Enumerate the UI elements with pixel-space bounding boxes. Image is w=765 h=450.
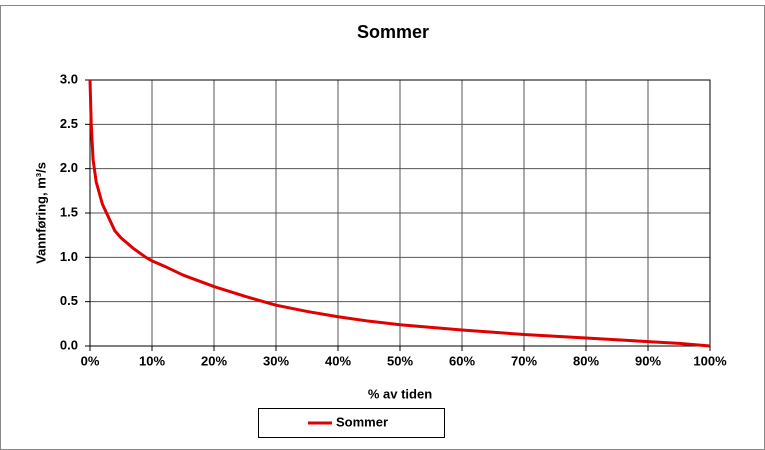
x-tick-label: 80% — [573, 353, 599, 368]
x-tick-label: 30% — [263, 353, 289, 368]
y-tick-label: 1.0 — [60, 249, 78, 264]
x-tick-label: 70% — [511, 353, 537, 368]
x-axis-label: % av tiden — [368, 386, 432, 401]
y-tick-label: 1.5 — [60, 204, 78, 219]
chart-title: Sommer — [357, 22, 429, 42]
y-tick-label: 0.5 — [60, 293, 78, 308]
chart-frame — [0, 5, 765, 450]
x-tick-label: 0% — [81, 353, 100, 368]
x-tick-label: 40% — [325, 353, 351, 368]
x-tick-label: 60% — [449, 353, 475, 368]
x-tick-label: 100% — [693, 353, 727, 368]
y-tick-label: 2.5 — [60, 116, 78, 131]
x-tick-label: 50% — [387, 353, 413, 368]
x-tick-label: 90% — [635, 353, 661, 368]
series-line — [88, 79, 711, 348]
legend — [258, 408, 445, 438]
legend-label: Sommer — [336, 414, 388, 429]
plot-border — [89, 79, 711, 347]
y-tick-label: 3.0 — [60, 71, 78, 86]
y-axis-label: Vannføring, m³/s — [33, 162, 48, 264]
x-tick-label: 10% — [139, 353, 165, 368]
y-tick-label: 2.0 — [60, 160, 78, 175]
y-tick-label: 0.0 — [60, 337, 78, 352]
x-tick-label: 20% — [201, 353, 227, 368]
